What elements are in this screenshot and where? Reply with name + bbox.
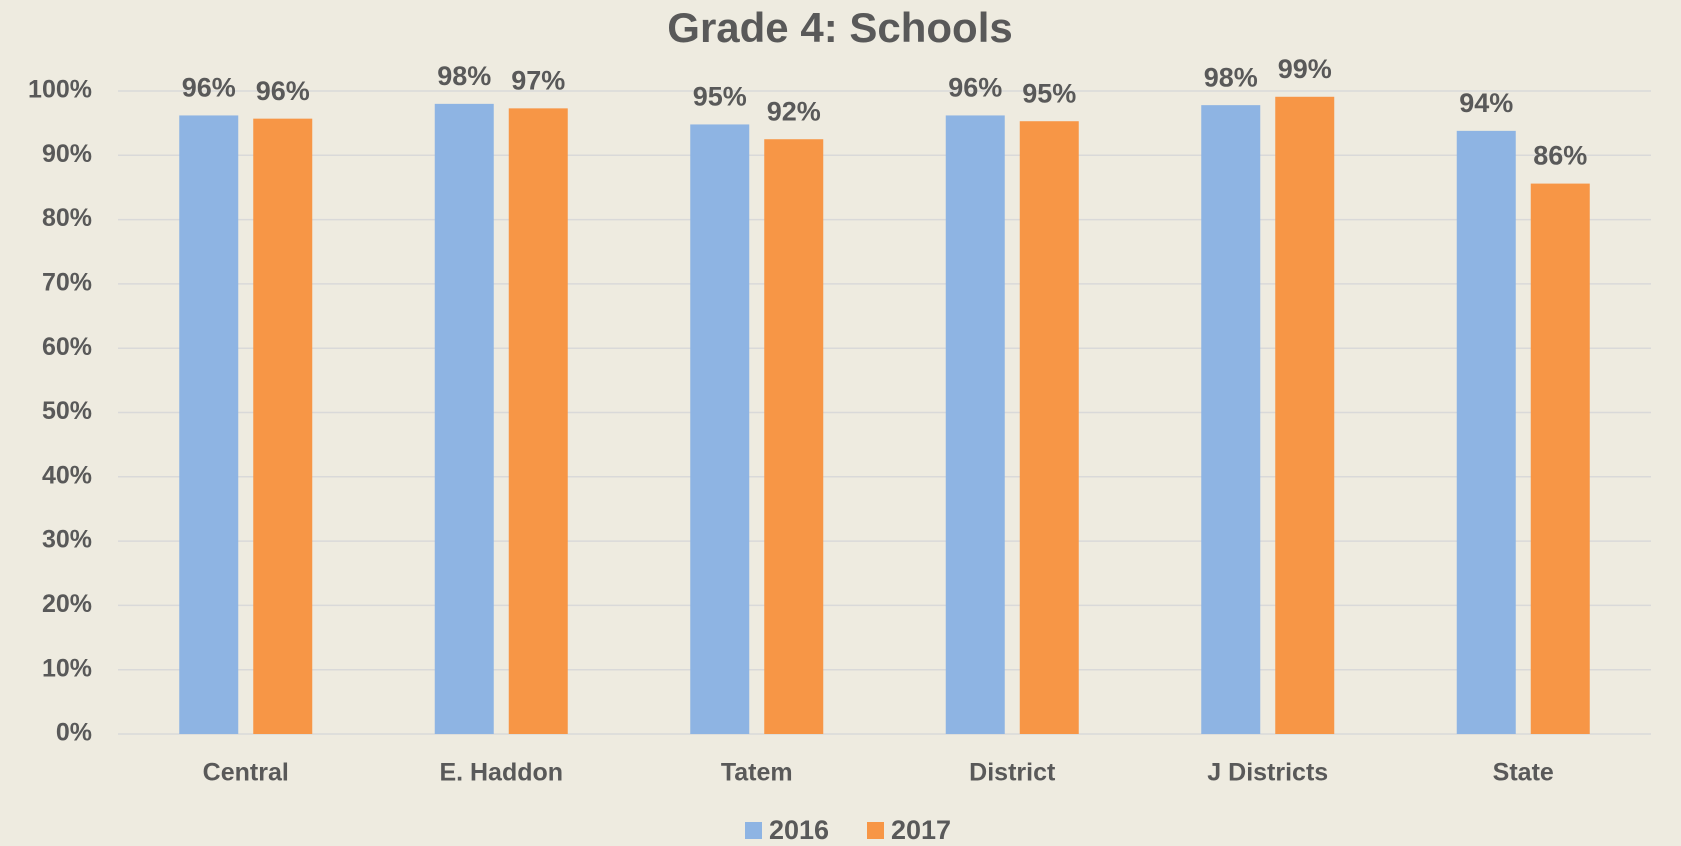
x-tick-label: District xyxy=(969,759,1056,787)
legend-swatch xyxy=(745,822,762,839)
bar xyxy=(1530,183,1590,735)
data-label: 96% xyxy=(948,73,1002,103)
y-tick-label: 40% xyxy=(42,461,92,489)
bar xyxy=(690,124,750,735)
data-label: 92% xyxy=(767,96,821,126)
y-tick-label: 80% xyxy=(42,204,92,232)
data-label: 94% xyxy=(1459,88,1513,118)
data-label: 98% xyxy=(1204,62,1258,92)
legend-swatch xyxy=(867,822,884,839)
bar xyxy=(1019,121,1079,734)
bar xyxy=(434,103,494,735)
bar xyxy=(253,118,313,735)
x-tick-label: State xyxy=(1493,759,1554,787)
y-tick-label: 100% xyxy=(28,76,92,104)
x-tick-label: E. Haddon xyxy=(439,759,563,787)
bar xyxy=(179,115,239,734)
data-label: 95% xyxy=(1022,78,1076,108)
bar xyxy=(1201,105,1261,734)
y-tick-label: 0% xyxy=(56,719,92,747)
bar xyxy=(764,139,824,735)
data-label: 86% xyxy=(1533,141,1587,171)
legend-label: 2016 xyxy=(769,815,829,845)
data-label: 95% xyxy=(693,82,747,112)
x-tick-label: Central xyxy=(203,759,289,787)
data-label: 96% xyxy=(256,76,310,106)
y-tick-label: 20% xyxy=(42,590,92,618)
y-tick-label: 90% xyxy=(42,140,92,168)
bar xyxy=(1275,96,1335,735)
y-tick-label: 30% xyxy=(42,526,92,554)
y-tick-label: 50% xyxy=(42,397,92,425)
data-label: 99% xyxy=(1278,54,1332,84)
y-tick-label: 70% xyxy=(42,269,92,297)
data-label: 98% xyxy=(437,61,491,91)
data-label: 96% xyxy=(182,73,236,103)
bar xyxy=(945,115,1005,734)
y-tick-label: 10% xyxy=(42,654,92,682)
y-tick-label: 60% xyxy=(42,333,92,361)
legend-label: 2017 xyxy=(891,815,951,845)
bar xyxy=(508,108,568,734)
x-tick-label: J Districts xyxy=(1207,759,1328,787)
x-tick-label: Tatem xyxy=(721,759,793,787)
data-label: 97% xyxy=(511,65,565,95)
bar xyxy=(1456,130,1516,735)
chart-title: Grade 4: Schools xyxy=(667,4,1012,51)
